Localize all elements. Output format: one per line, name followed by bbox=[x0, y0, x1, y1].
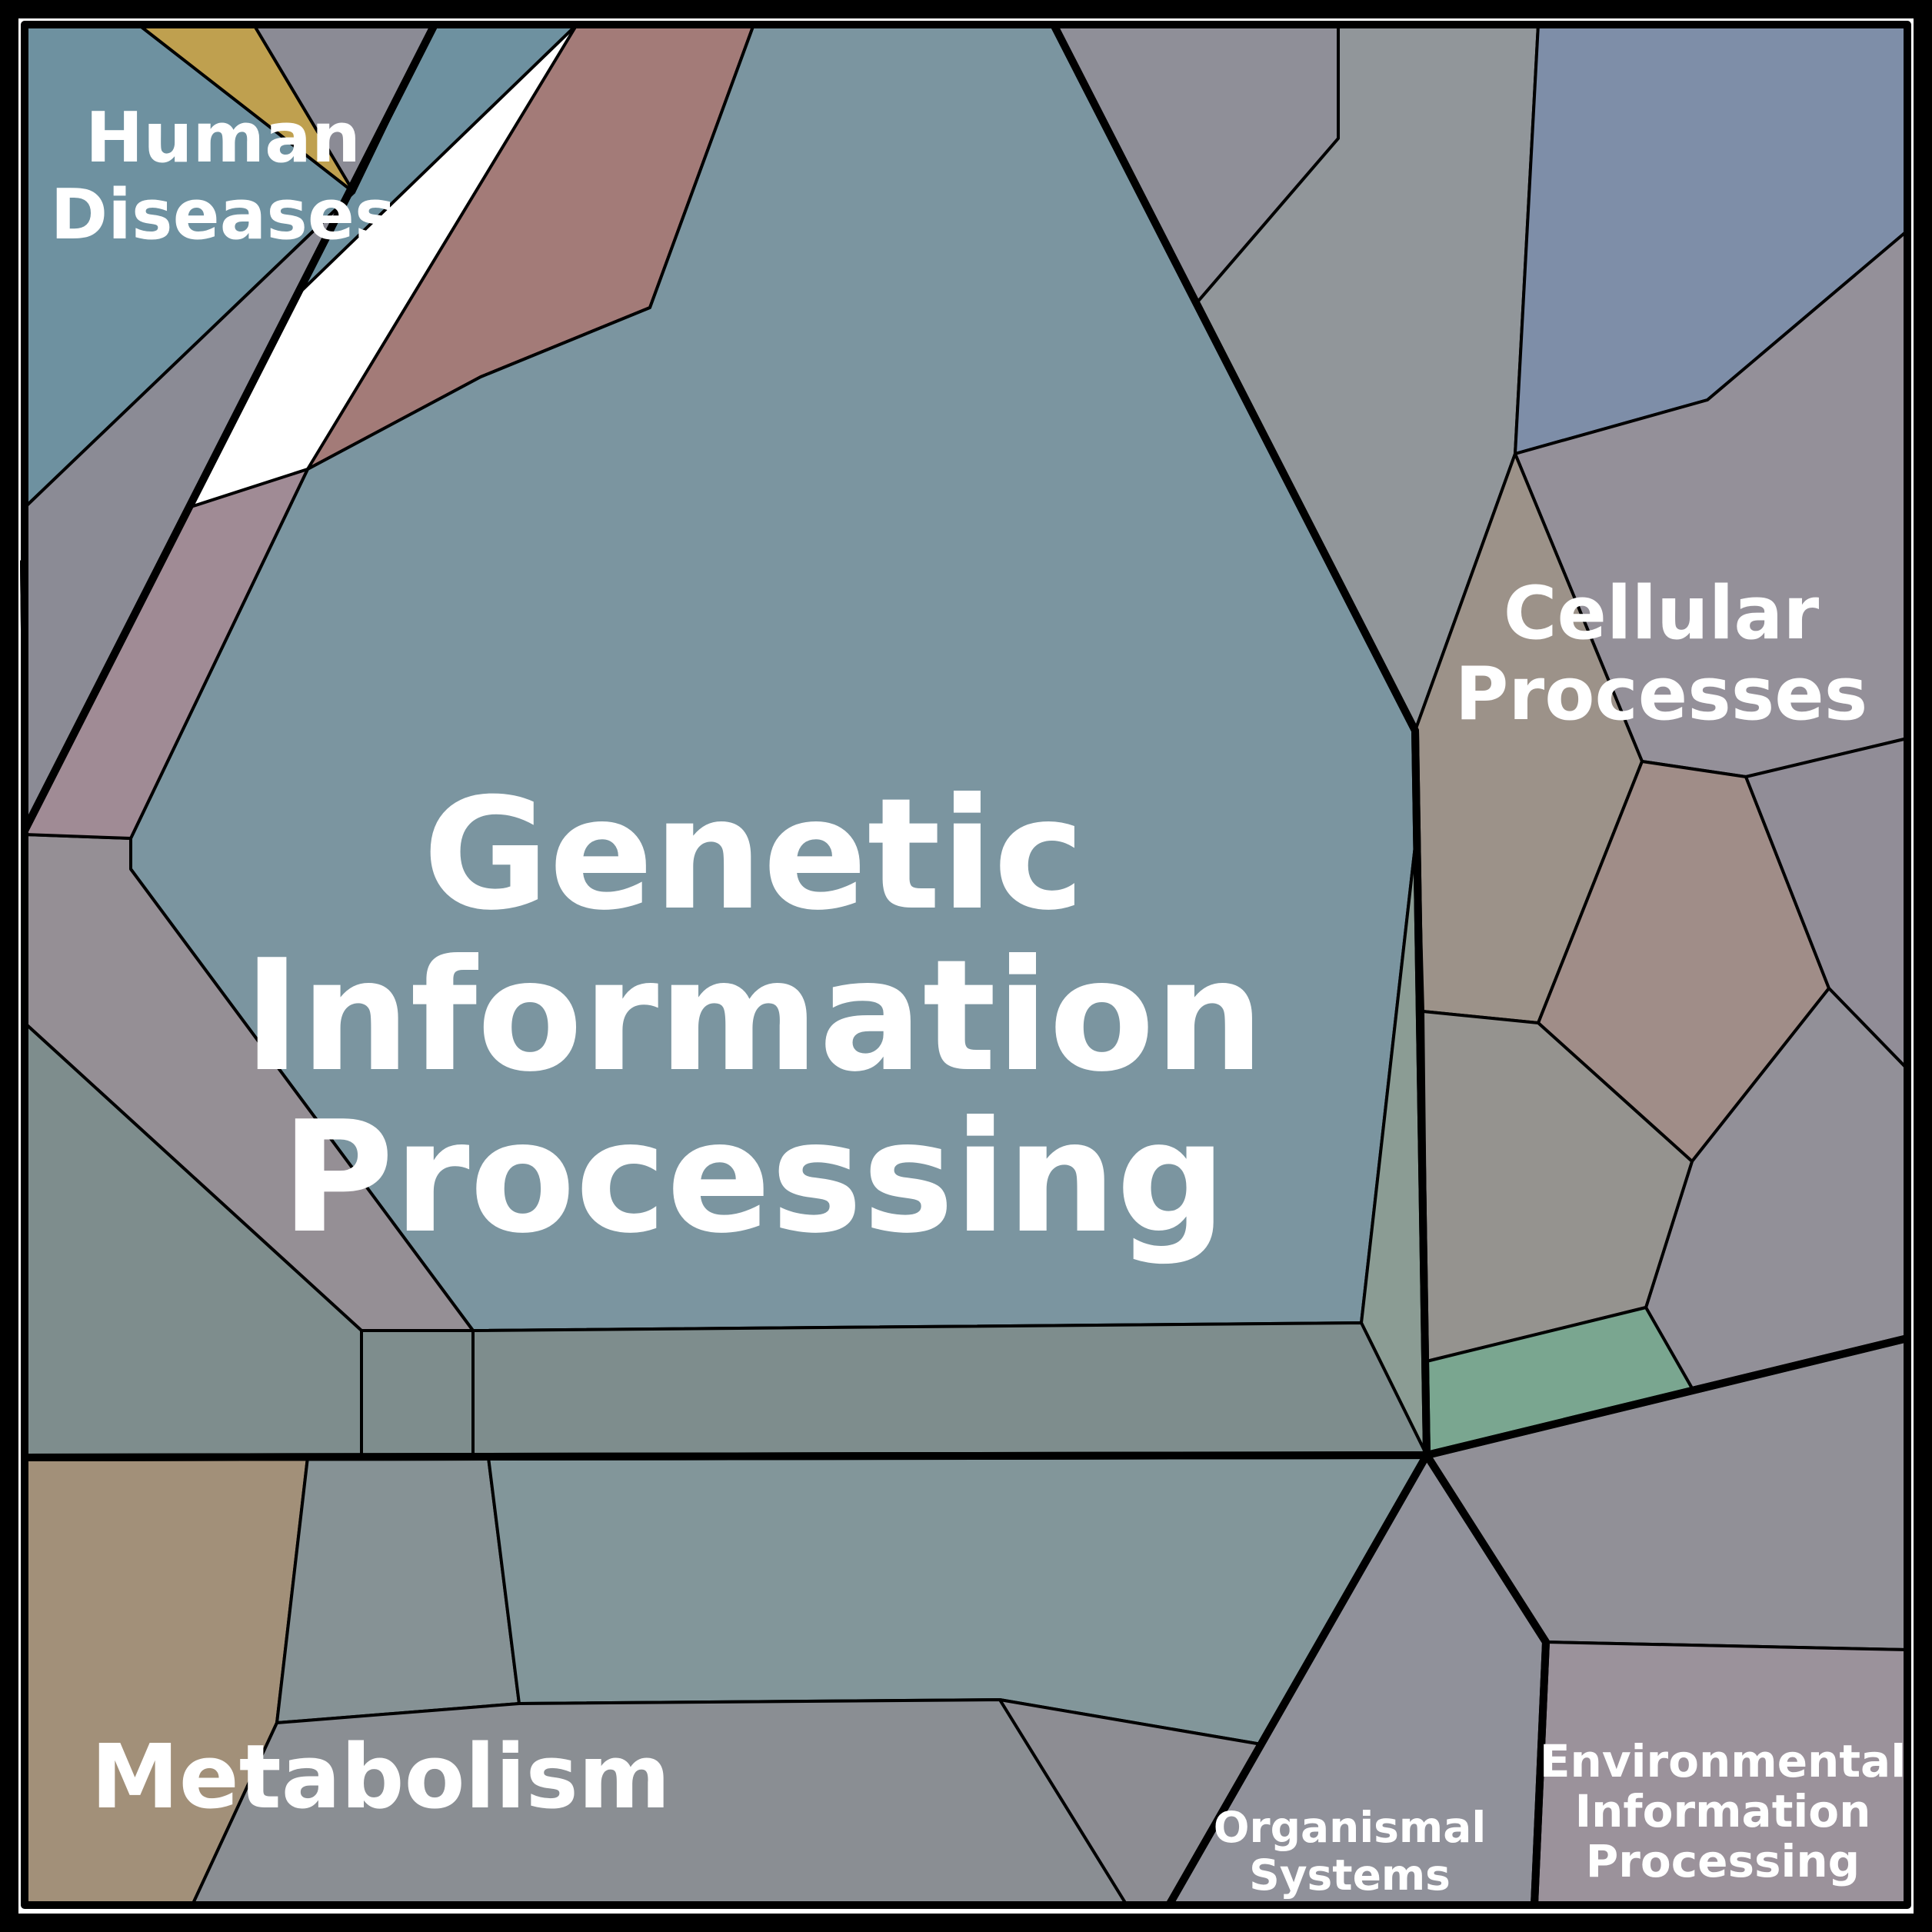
label-line: Processing bbox=[1586, 1835, 1860, 1887]
label-organismal-systems: OrganismalSystems bbox=[1214, 1803, 1486, 1900]
label-line: Processes bbox=[1455, 652, 1868, 737]
label-cellular-processes: CellularProcesses bbox=[1455, 571, 1868, 737]
label-metabolism: Metabolism bbox=[91, 1726, 670, 1829]
label-line: Organismal bbox=[1214, 1803, 1486, 1852]
label-line: Genetic bbox=[423, 765, 1085, 944]
label-environmental-information-processing: EnvironmentalInformationProcessing bbox=[1540, 1735, 1906, 1887]
label-line: Diseases bbox=[50, 175, 395, 255]
label-line: Processing bbox=[281, 1088, 1226, 1267]
label-line: Metabolism bbox=[91, 1726, 670, 1829]
cell bbox=[361, 1331, 473, 1457]
cell bbox=[277, 1457, 519, 1723]
label-line: Information bbox=[243, 927, 1264, 1106]
label-line: Information bbox=[1575, 1785, 1871, 1837]
label-line: Cellular bbox=[1504, 571, 1820, 656]
voronoi-treemap: GeneticInformationProcessingHumanDisease… bbox=[0, 0, 1932, 1932]
label-human-diseases: HumanDiseases bbox=[50, 98, 395, 255]
label-line: Human bbox=[85, 98, 361, 178]
label-line: Systems bbox=[1249, 1850, 1451, 1900]
label-line: Environmental bbox=[1540, 1735, 1906, 1787]
